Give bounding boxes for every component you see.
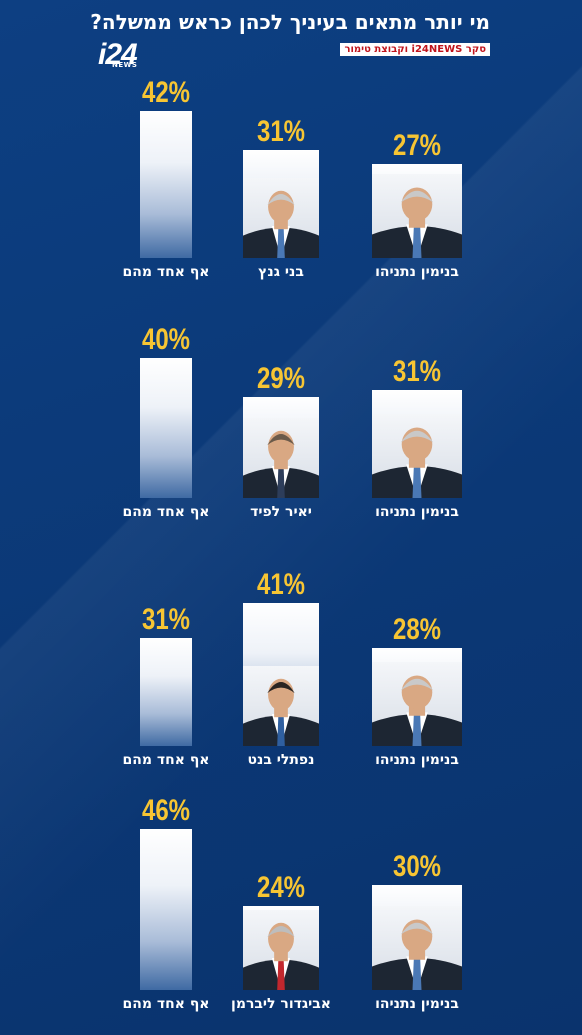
bar: [140, 358, 192, 498]
category-label: בנימין נתניהו: [375, 264, 459, 280]
bar: [140, 637, 192, 746]
i24-logo: i24: [98, 38, 138, 71]
category-label: אביגדור ליברמן: [231, 996, 331, 1012]
candidate-portrait: [243, 178, 319, 258]
candidate-portrait: [372, 906, 462, 990]
candidate-portrait: [372, 662, 462, 746]
candidate-portrait: [372, 174, 462, 258]
value-label: 28%: [392, 613, 442, 646]
value-label: 46%: [141, 794, 191, 827]
candidate-portrait: [243, 666, 319, 746]
value-label: 42%: [141, 76, 191, 109]
value-label: 40%: [141, 323, 191, 356]
value-label: 41%: [256, 567, 306, 601]
candidate-portrait: [243, 910, 319, 990]
candidate-portrait: [372, 414, 462, 498]
value-label: 31%: [392, 354, 442, 388]
category-label: נפתלי בנט: [247, 752, 315, 768]
category-label: אף אחד מהם: [122, 504, 210, 520]
value-label: 24%: [256, 871, 306, 904]
category-label: אף אחד מהם: [122, 264, 210, 280]
value-label: 27%: [392, 128, 442, 162]
value-label: 30%: [392, 850, 442, 883]
candidate-portrait: [243, 418, 319, 498]
bar: [140, 829, 192, 990]
category-label: בנימין נתניהו: [375, 996, 459, 1012]
category-label: אף אחד מהם: [122, 752, 210, 768]
value-label: 29%: [256, 361, 306, 395]
category-label: יאיר לפיד: [250, 504, 312, 520]
category-label: בנימין נתניהו: [375, 752, 459, 768]
category-label: בני גנץ: [258, 264, 304, 280]
category-label: בנימין נתניהו: [375, 504, 459, 520]
category-label: אף אחד מהם: [122, 996, 210, 1012]
page-title: מי יותר מתאים בעיניך לכהן כראש ממשלה?: [90, 10, 490, 34]
bar: [140, 111, 192, 258]
i24-logo-sub: NEWS: [112, 61, 138, 69]
value-label: 31%: [256, 114, 306, 148]
value-label: 31%: [141, 602, 191, 636]
source-badge: סקר i24NEWS וקבוצת טימור: [340, 43, 490, 56]
